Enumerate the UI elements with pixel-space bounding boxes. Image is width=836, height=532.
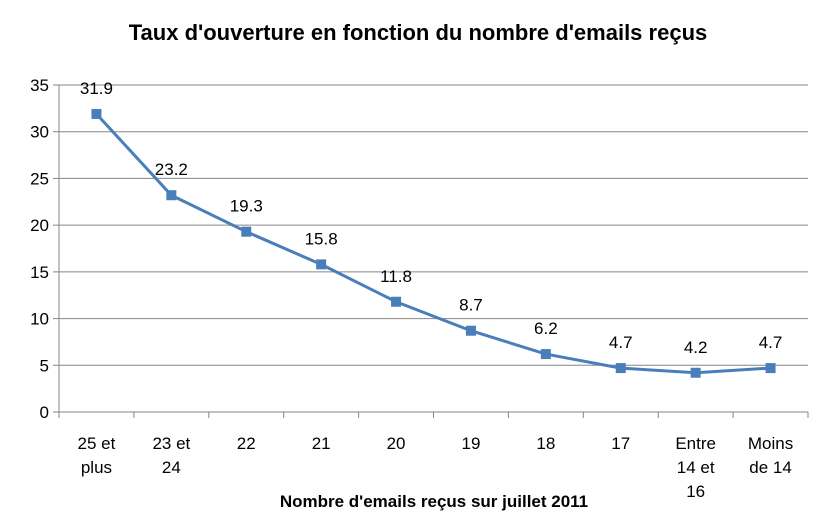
axes <box>53 84 809 418</box>
grid-lines <box>59 84 808 366</box>
x-tick-label: Entre 14 et 16 <box>675 434 716 501</box>
y-tick-label: 0 <box>40 403 49 422</box>
y-tick-label: 35 <box>30 76 49 95</box>
y-axis-ticks: 0 5 10 15 20 25 30 35 <box>30 76 49 422</box>
data-label: 19.3 <box>230 197 263 216</box>
data-label: 11.8 <box>380 267 412 286</box>
data-point <box>166 190 177 201</box>
data-point <box>91 108 102 119</box>
data-label: 4.2 <box>684 338 708 357</box>
x-tick-label: 23 et 24 <box>152 434 190 477</box>
data-point <box>615 363 626 374</box>
x-tick-label: 17 <box>611 434 630 453</box>
data-point <box>316 259 327 270</box>
data-point <box>465 325 476 336</box>
x-tick-label: Moins de 14 <box>748 434 793 477</box>
data-point <box>241 226 252 237</box>
series-layer <box>91 108 776 378</box>
x-axis-label: Nombre d'emails reçus sur juillet 2011 <box>280 492 588 511</box>
data-label: 23.2 <box>155 160 188 179</box>
data-label: 4.7 <box>609 333 633 352</box>
y-tick-label: 10 <box>30 310 49 329</box>
x-tick-label: 21 <box>312 434 331 453</box>
data-label: 6.2 <box>534 319 558 338</box>
chart-title: Taux d'ouverture en fonction du nombre d… <box>128 20 708 45</box>
series-line <box>95 112 771 375</box>
x-tick-label: 19 <box>461 434 480 453</box>
data-label: 4.7 <box>759 333 783 352</box>
x-axis-ticks: 25 et plus 23 et 24 22 21 20 19 18 17 Entre 14 et 16… <box>78 434 794 501</box>
y-tick-label: 15 <box>30 263 49 282</box>
y-tick-label: 30 <box>30 123 49 142</box>
data-point <box>540 349 551 360</box>
data-label: 15.8 <box>305 229 338 248</box>
x-tick-label: 18 <box>536 434 555 453</box>
data-label: 31.9 <box>80 79 113 98</box>
y-tick-label: 20 <box>30 216 49 235</box>
data-point <box>690 367 701 378</box>
y-tick-label: 5 <box>40 356 49 375</box>
x-tick-label: 25 et plus <box>78 434 116 477</box>
x-tick-label: 22 <box>237 434 256 453</box>
y-tick-label: 25 <box>30 169 49 188</box>
x-tick-label: 20 <box>387 434 406 453</box>
data-point <box>765 363 776 374</box>
data-labels: 31.9 23.2 19.3 15.8 11.8 8.7 6.2 4.7 4.2 4.7 <box>80 79 782 357</box>
data-label: 8.7 <box>459 296 483 315</box>
data-point <box>391 296 402 307</box>
